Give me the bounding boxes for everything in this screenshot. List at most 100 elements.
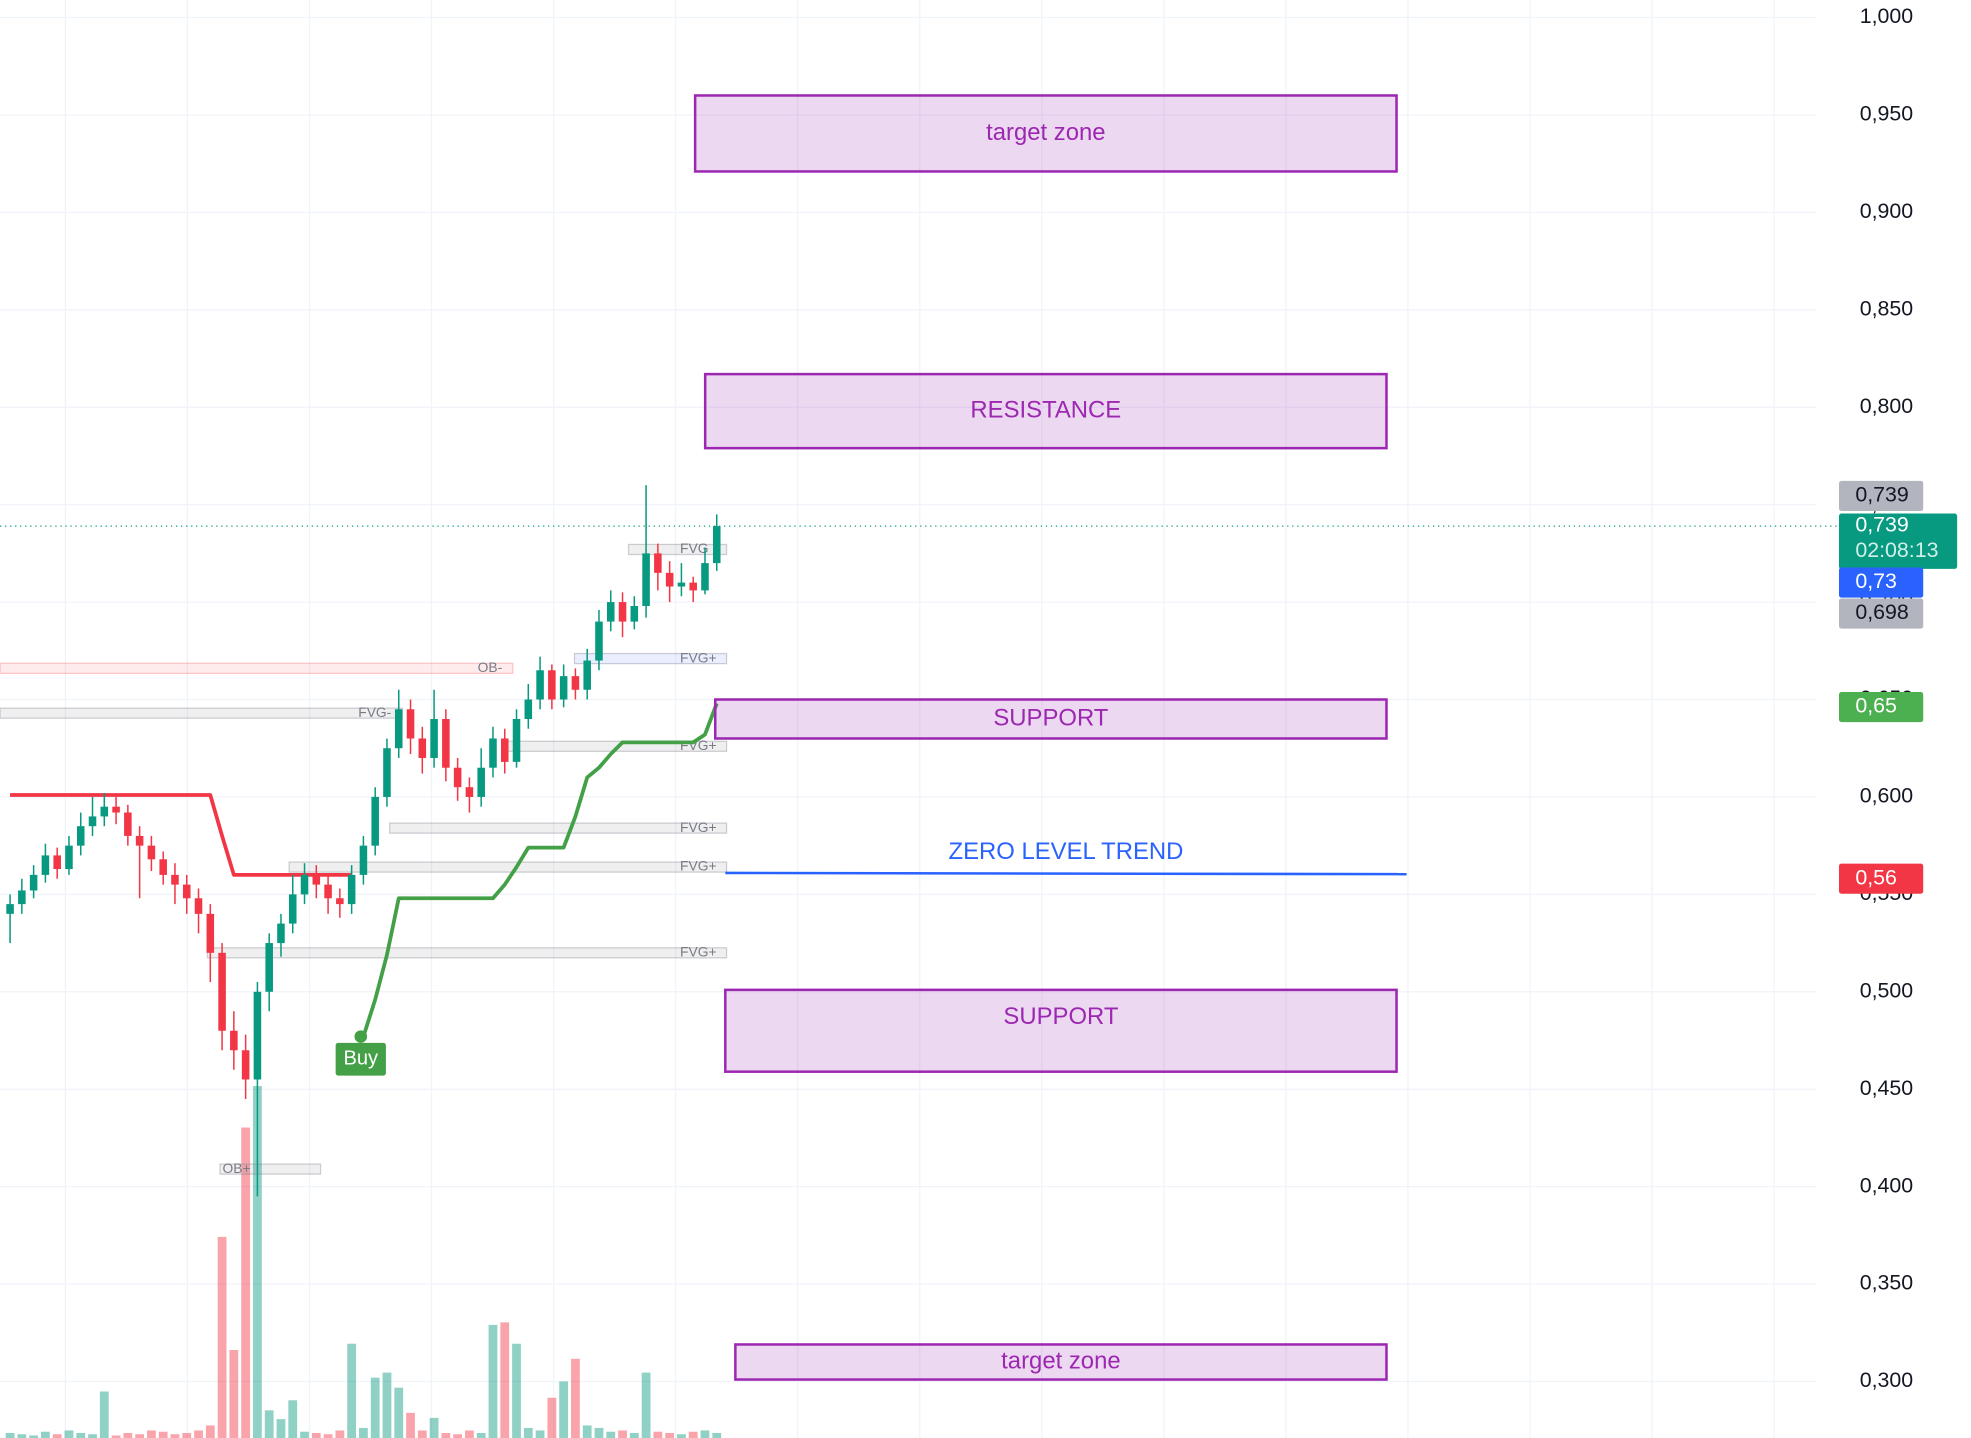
price-countdown: 02:08:13 xyxy=(1855,538,1938,562)
candle-body xyxy=(394,709,403,749)
volume-bar xyxy=(241,1127,251,1438)
volume-bar xyxy=(582,1425,592,1438)
candle-body xyxy=(642,553,650,606)
candle-body xyxy=(171,874,179,885)
candle-body xyxy=(371,796,379,846)
candle-body xyxy=(512,719,521,762)
zone-box xyxy=(713,698,1388,740)
volume-bar xyxy=(52,1434,62,1438)
candle-body xyxy=(230,1030,238,1051)
volume-bar xyxy=(641,1372,651,1438)
candle-body xyxy=(477,767,485,797)
y-tick-label: 0,300 xyxy=(1860,1368,1914,1392)
smc-zone xyxy=(288,861,728,873)
candle-body xyxy=(288,894,297,924)
volume-bar xyxy=(311,1432,321,1438)
candle-body xyxy=(124,812,132,836)
candle-body xyxy=(253,991,262,1080)
candle-body xyxy=(65,845,73,870)
volume-bar xyxy=(476,1432,486,1438)
price-badge-label: 0,739 xyxy=(1855,483,1908,507)
volume-bar xyxy=(182,1432,192,1438)
volume-bar xyxy=(111,1435,121,1438)
candle-body xyxy=(583,660,591,690)
volume-bar xyxy=(253,1086,262,1438)
price-badge-label: 0,698 xyxy=(1855,600,1908,624)
smc-zone xyxy=(0,662,514,674)
price-badge-label: 0,56 xyxy=(1855,865,1897,889)
candle-body xyxy=(206,913,215,953)
volume-bar xyxy=(618,1430,627,1438)
candle-body xyxy=(277,923,285,944)
zone-box xyxy=(734,1343,1388,1381)
candle-body xyxy=(465,787,474,797)
volume-bar xyxy=(394,1387,404,1438)
volume-bar xyxy=(88,1434,97,1438)
candle-body xyxy=(383,748,391,797)
volume-bar xyxy=(571,1358,580,1438)
volume-bar xyxy=(547,1397,557,1438)
candle-body xyxy=(618,602,627,622)
smc-label: FVG+ xyxy=(680,858,716,874)
volume-bar xyxy=(347,1343,357,1438)
trend-line xyxy=(10,793,352,877)
y-tick-label: 0,400 xyxy=(1860,1173,1914,1197)
volume-bar xyxy=(535,1430,545,1438)
y-tick-label: 1,000 xyxy=(1860,4,1914,28)
volume-bar xyxy=(194,1430,203,1438)
smc-zone xyxy=(0,707,403,719)
smc-zone xyxy=(219,1163,322,1175)
candle-body xyxy=(76,826,85,846)
candle-body xyxy=(218,952,226,1031)
volume-bar xyxy=(417,1430,427,1438)
candle-body xyxy=(194,898,203,914)
smc-zone xyxy=(389,822,728,834)
y-tick-label: 0,600 xyxy=(1860,784,1914,808)
candle-body xyxy=(418,738,427,758)
volume-bar xyxy=(64,1430,74,1438)
volume-bar xyxy=(500,1322,510,1438)
price-badge xyxy=(1838,863,1924,894)
volume-bar xyxy=(465,1430,474,1438)
smc-label: OB+ xyxy=(223,1160,251,1176)
volume-bar xyxy=(300,1431,309,1438)
price-badge-label: 0,65 xyxy=(1855,694,1897,718)
y-tick-label: 0,850 xyxy=(1860,296,1914,320)
zone-box xyxy=(724,988,1398,1073)
volume-bar xyxy=(382,1372,392,1438)
candle-body xyxy=(665,572,674,587)
candle-body xyxy=(606,602,615,622)
volume-bar xyxy=(123,1432,133,1438)
volume-bar xyxy=(335,1430,345,1438)
candle-body xyxy=(312,874,321,885)
volume-bar xyxy=(147,1430,156,1438)
candle-body xyxy=(595,621,603,661)
candle-body xyxy=(135,835,144,846)
y-tick-label: 0,450 xyxy=(1860,1076,1914,1100)
y-tick-label: 0,900 xyxy=(1860,199,1914,223)
candle-body xyxy=(265,943,273,992)
volume-bar xyxy=(629,1432,639,1438)
candle-body xyxy=(654,553,662,573)
y-tick-label: 0,950 xyxy=(1860,102,1914,126)
candle-body xyxy=(548,670,556,700)
volume-bar xyxy=(217,1236,227,1438)
volume-bar xyxy=(135,1434,145,1438)
volume-bar xyxy=(712,1432,722,1438)
volume-bar xyxy=(441,1432,451,1438)
candle-body xyxy=(347,874,356,905)
smc-zone xyxy=(573,652,728,665)
candle-body xyxy=(536,670,544,700)
volume-bar xyxy=(17,1434,27,1438)
volume-bar xyxy=(76,1432,86,1438)
volume-bar xyxy=(594,1427,604,1438)
y-tick-label: 0,350 xyxy=(1860,1271,1914,1295)
candle-body xyxy=(147,845,156,860)
candle-body xyxy=(100,806,109,817)
candle-body xyxy=(336,898,344,905)
candle-body xyxy=(559,676,568,700)
y-tick-label: 0,800 xyxy=(1860,394,1914,418)
smc-label: FVG+ xyxy=(680,943,716,959)
zone-label: target zone xyxy=(986,119,1105,146)
